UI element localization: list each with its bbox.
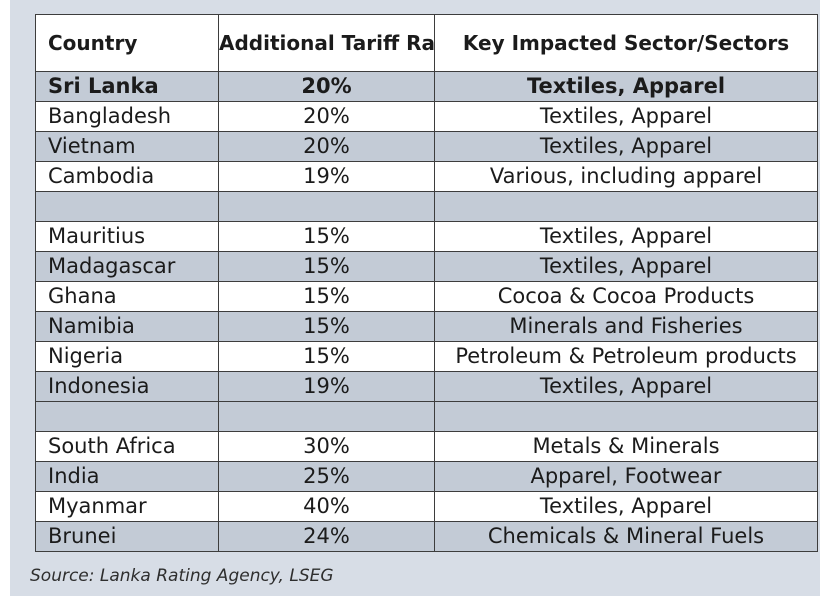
table-row: Madagascar 15% Textiles, Apparel — [35, 251, 818, 282]
cell-sector — [434, 401, 818, 432]
header-country: Country — [35, 14, 219, 72]
cell-sector: Textiles, Apparel — [434, 371, 818, 402]
source-note: Source: Lanka Rating Agency, LSEG — [30, 566, 334, 586]
cell-tariff-rate: 40% — [218, 491, 435, 522]
cell-tariff-rate: 20% — [218, 131, 435, 162]
cell-country: Madagascar — [35, 251, 219, 282]
cell-sector: Textiles, Apparel — [434, 71, 818, 102]
cell-sector: Textiles, Apparel — [434, 101, 818, 132]
table-row: South Africa 30% Metals & Minerals — [35, 431, 818, 462]
cell-country — [35, 401, 219, 432]
cell-sector: Minerals and Fisheries — [434, 311, 818, 342]
cell-country: Brunei — [35, 521, 219, 552]
cell-country: Myanmar — [35, 491, 219, 522]
cell-country: Cambodia — [35, 161, 219, 192]
cell-tariff-rate: 20% — [218, 71, 435, 102]
cell-tariff-rate: 19% — [218, 161, 435, 192]
cell-country: Sri Lanka — [35, 71, 219, 102]
cell-tariff-rate: 15% — [218, 281, 435, 312]
table-row: Myanmar 40% Textiles, Apparel — [35, 491, 818, 522]
cell-country: India — [35, 461, 219, 492]
header-sectors: Key Impacted Sector/Sectors — [434, 14, 818, 72]
cell-tariff-rate: 15% — [218, 251, 435, 282]
cell-sector: Textiles, Apparel — [434, 491, 818, 522]
cell-sector: Textiles, Apparel — [434, 221, 818, 252]
table-row — [35, 191, 818, 222]
cell-country: Mauritius — [35, 221, 219, 252]
table-row: Namibia 15% Minerals and Fisheries — [35, 311, 818, 342]
cell-tariff-rate: 15% — [218, 311, 435, 342]
cell-sector: Apparel, Footwear — [434, 461, 818, 492]
table-row — [35, 401, 818, 432]
cell-sector — [434, 191, 818, 222]
cell-tariff-rate — [218, 401, 435, 432]
table-row: Vietnam 20% Textiles, Apparel — [35, 131, 818, 162]
cell-sector: Chemicals & Mineral Fuels — [434, 521, 818, 552]
cell-sector: Textiles, Apparel — [434, 251, 818, 282]
cell-country: Bangladesh — [35, 101, 219, 132]
cell-tariff-rate — [218, 191, 435, 222]
cell-tariff-rate: 19% — [218, 371, 435, 402]
document-frame: Country Additional Tariff Rate Key Impac… — [10, 0, 820, 596]
cell-country: South Africa — [35, 431, 219, 462]
table-header-row: Country Additional Tariff Rate Key Impac… — [35, 14, 818, 72]
tariff-table: Country Additional Tariff Rate Key Impac… — [35, 14, 818, 552]
cell-tariff-rate: 24% — [218, 521, 435, 552]
table-row: Nigeria 15% Petroleum & Petroleum products — [35, 341, 818, 372]
cell-sector: Cocoa & Cocoa Products — [434, 281, 818, 312]
cell-tariff-rate: 15% — [218, 221, 435, 252]
cell-sector: Petroleum & Petroleum products — [434, 341, 818, 372]
cell-country: Namibia — [35, 311, 219, 342]
cell-sector: Textiles, Apparel — [434, 131, 818, 162]
cell-tariff-rate: 30% — [218, 431, 435, 462]
table-row: Sri Lanka 20% Textiles, Apparel — [35, 71, 818, 102]
cell-country: Indonesia — [35, 371, 219, 402]
cell-sector: Various, including apparel — [434, 161, 818, 192]
table-row: Cambodia 19% Various, including apparel — [35, 161, 818, 192]
cell-country: Nigeria — [35, 341, 219, 372]
table-row: Bangladesh 20% Textiles, Apparel — [35, 101, 818, 132]
cell-tariff-rate: 20% — [218, 101, 435, 132]
cell-tariff-rate: 15% — [218, 341, 435, 372]
table-row: Ghana 15% Cocoa & Cocoa Products — [35, 281, 818, 312]
table-row: India 25% Apparel, Footwear — [35, 461, 818, 492]
cell-country: Ghana — [35, 281, 219, 312]
table-row: Mauritius 15% Textiles, Apparel — [35, 221, 818, 252]
cell-country: Vietnam — [35, 131, 219, 162]
table-body: Sri Lanka 20% Textiles, Apparel Bangladesh 2… — [35, 71, 818, 552]
table-row: Brunei 24% Chemicals & Mineral Fuels — [35, 521, 818, 552]
cell-sector: Metals & Minerals — [434, 431, 818, 462]
cell-country — [35, 191, 219, 222]
table-row: Indonesia 19% Textiles, Apparel — [35, 371, 818, 402]
header-tariff-rate: Additional Tariff Rate — [218, 14, 435, 72]
cell-tariff-rate: 25% — [218, 461, 435, 492]
